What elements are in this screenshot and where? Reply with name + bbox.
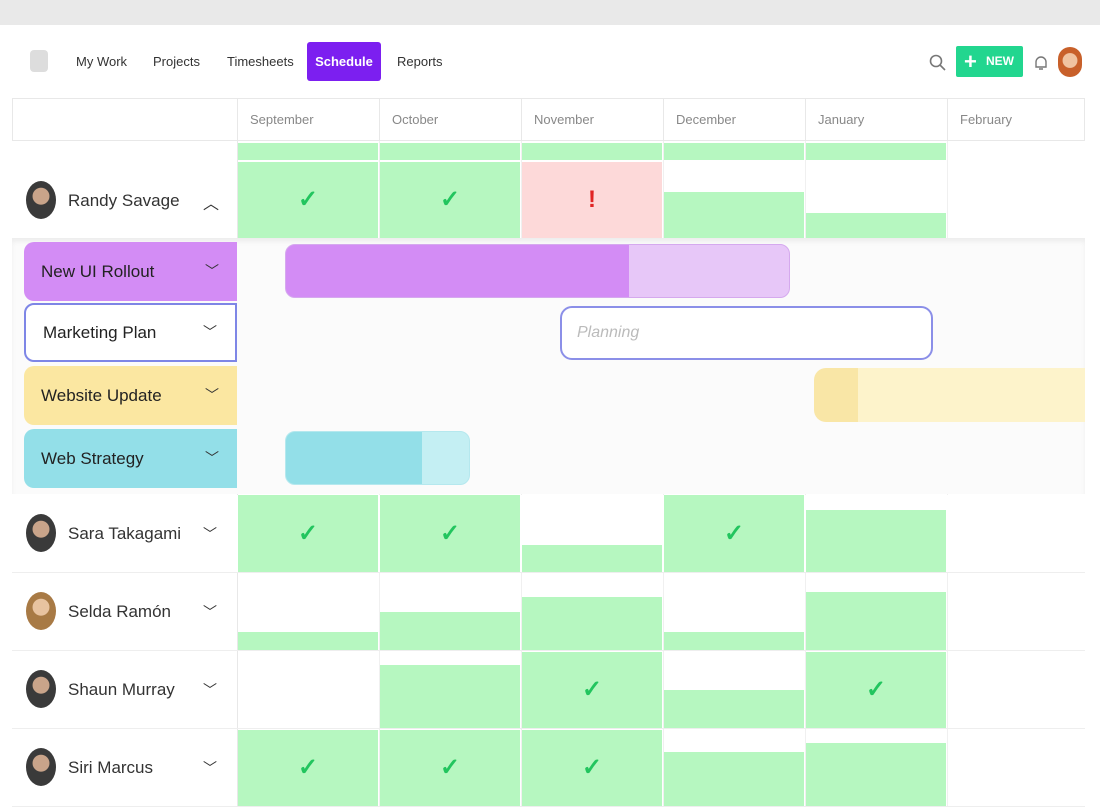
person-row: [12, 651, 1085, 729]
expand-icon[interactable]: ﹀: [203, 526, 217, 542]
capacity-cell: [806, 510, 946, 572]
capacity-cell: ✓: [522, 652, 662, 728]
bell-icon[interactable]: [1033, 54, 1049, 72]
project-name: Website Update: [41, 386, 162, 405]
person-name[interactable]: Sara Takagami: [68, 524, 182, 543]
capacity-cell: [380, 612, 520, 650]
over-capacity-cell: !: [522, 162, 662, 238]
expand-icon[interactable]: ﹀: [203, 682, 217, 698]
capacity-cell: [806, 592, 946, 650]
search-icon[interactable]: [929, 54, 947, 72]
capacity-cell: [380, 665, 520, 728]
expand-icon[interactable]: ﹀: [203, 604, 217, 620]
nav-item-active[interactable]: Schedule: [307, 42, 381, 81]
avatar: [26, 670, 56, 708]
capacity-cell: [664, 632, 804, 650]
person-name[interactable]: Shaun Murray: [68, 680, 175, 699]
avatar: [26, 181, 56, 219]
month: November: [521, 98, 663, 141]
capacity-cell: [238, 143, 378, 160]
project-label[interactable]: Website Update ﹀: [24, 366, 237, 425]
capacity-cell: [664, 192, 804, 238]
person-name[interactable]: Randy Savage: [68, 191, 180, 210]
capacity-cell: ✓: [380, 495, 520, 572]
avatar: [26, 592, 56, 630]
capacity-cell: [522, 597, 662, 650]
user-avatar[interactable]: [1058, 47, 1082, 77]
nav-item[interactable]: Reports: [397, 54, 443, 69]
project-label[interactable]: Marketing Plan ﹀: [24, 303, 237, 362]
avatar: [26, 748, 56, 786]
project-status: Planning: [577, 324, 640, 341]
project-name: Web Strategy: [41, 449, 144, 468]
capacity-cell: ✓: [522, 730, 662, 806]
capacity-cell: ✓: [664, 495, 804, 572]
project-name: Marketing Plan: [43, 323, 157, 342]
capacity-cell: ✓: [238, 162, 378, 238]
plus-icon: +: [964, 49, 977, 74]
avatar: [26, 514, 56, 552]
nav-item[interactable]: Timesheets: [227, 54, 294, 69]
person-row: [12, 573, 1085, 651]
capacity-cell: [664, 143, 804, 160]
new-button[interactable]: + NEW: [956, 46, 1023, 77]
month: January: [805, 98, 947, 141]
project-bar[interactable]: [285, 431, 470, 485]
capacity-cell: ✓: [380, 162, 520, 238]
project-bar[interactable]: Planning: [560, 306, 933, 360]
person-name[interactable]: Siri Marcus: [68, 758, 154, 777]
capacity-cell: [522, 143, 662, 160]
person-name[interactable]: Selda Ramón: [68, 602, 172, 621]
project-bar[interactable]: [285, 244, 790, 298]
capacity-cell: [806, 143, 946, 160]
project-name: New UI Rollout: [41, 262, 155, 281]
month: October: [379, 98, 521, 141]
capacity-cell: ✓: [806, 652, 946, 728]
project-bar[interactable]: [814, 368, 1085, 422]
month-header: [12, 98, 1085, 141]
new-button-label: NEW: [986, 54, 1014, 68]
nav-item[interactable]: Projects: [153, 54, 200, 69]
month: December: [663, 98, 805, 141]
project-label[interactable]: Web Strategy ﹀: [24, 429, 237, 488]
capacity-cell: ✓: [238, 495, 378, 572]
window-bar: [0, 0, 1100, 25]
capacity-cell: [664, 752, 804, 806]
capacity-cell: ✓: [238, 730, 378, 806]
month: September: [237, 98, 379, 141]
capacity-cell: [522, 545, 662, 572]
capacity-cell: ✓: [380, 730, 520, 806]
expand-icon[interactable]: ﹀: [203, 760, 217, 776]
collapse-icon[interactable]: ︿: [203, 196, 220, 213]
month: February: [947, 98, 1085, 141]
person-row: [12, 729, 1085, 807]
capacity-cell: [806, 213, 946, 238]
capacity-cell: [380, 143, 520, 160]
logo[interactable]: [30, 50, 48, 72]
project-label[interactable]: New UI Rollout ﹀: [24, 242, 237, 301]
nav-item[interactable]: My Work: [76, 54, 128, 69]
capacity-cell: [238, 632, 378, 650]
capacity-cell: [806, 743, 946, 806]
capacity-cell: [664, 690, 804, 728]
